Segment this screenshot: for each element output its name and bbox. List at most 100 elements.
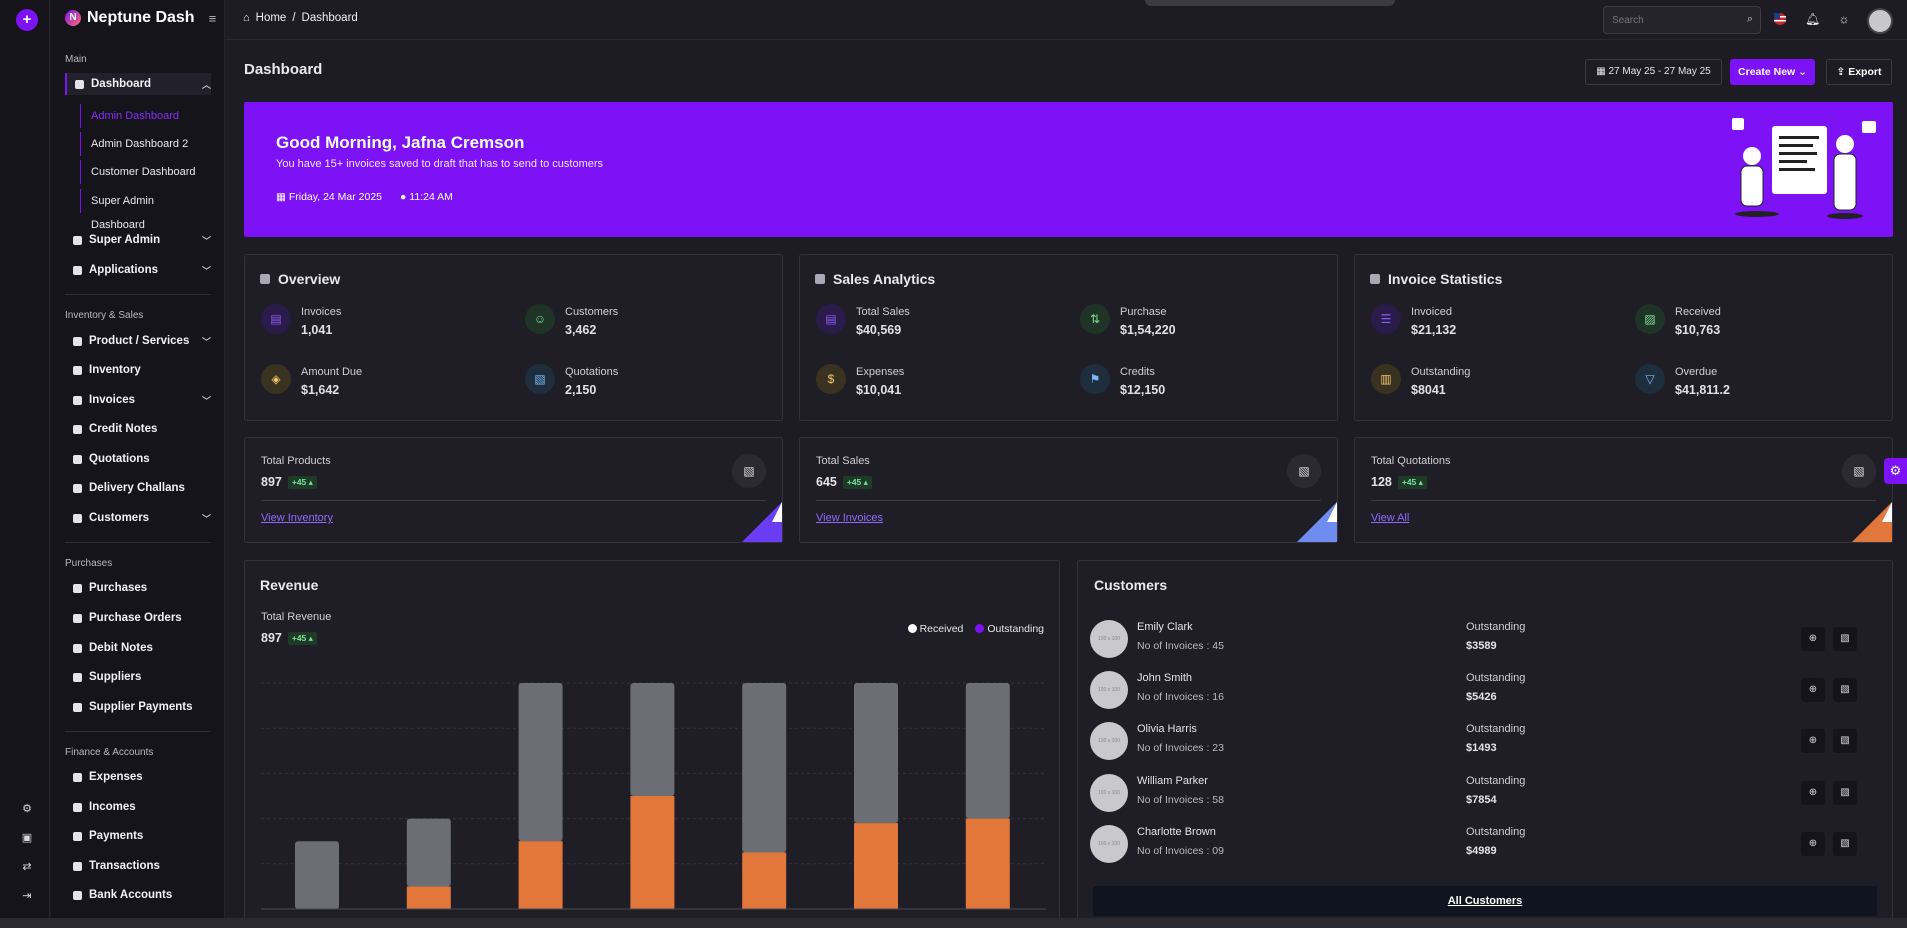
- bar-received[interactable]: [630, 683, 675, 796]
- sidebar-item-invoices[interactable]: Invoices ﹀: [65, 389, 211, 411]
- section-label-purchases: Purchases: [65, 558, 113, 569]
- legend-received[interactable]: Received: [907, 623, 963, 635]
- date-range-button[interactable]: ▦ 27 May 25 - 27 May 25: [1585, 59, 1722, 85]
- sidebar-item-product-services[interactable]: Product / Services ﹀: [65, 330, 211, 352]
- sidebar-subitem-customer-dashboard[interactable]: Customer Dashboard: [80, 160, 210, 184]
- sidebar-item-super-admin[interactable]: Super Admin ﹀: [65, 229, 211, 251]
- sidebar-item-payments[interactable]: Payments: [65, 825, 211, 847]
- view-invoices-link[interactable]: View Invoices: [816, 512, 884, 524]
- sidebar-item-dashboard[interactable]: Dashboard ︿: [65, 73, 211, 95]
- sidebar-item-suppliers[interactable]: Suppliers: [65, 666, 211, 688]
- sidebar-item-transactions[interactable]: Transactions: [65, 855, 211, 877]
- breadcrumb-home[interactable]: Home: [255, 12, 287, 24]
- received-icon: ▨: [1635, 304, 1665, 334]
- flag-icon: ⚑: [1080, 364, 1110, 394]
- search-input[interactable]: [1604, 7, 1734, 33]
- sidebar-item-inventory[interactable]: Inventory: [65, 359, 211, 381]
- export-icon: ⇪: [1836, 66, 1849, 78]
- customer-invoice-count: No of Invoices : 58: [1137, 794, 1224, 806]
- view-inventory-link[interactable]: View Inventory: [261, 512, 333, 524]
- sidebar-item-purchase-orders[interactable]: Purchase Orders: [65, 607, 211, 629]
- sales-analytics-title-text: Sales Analytics: [833, 271, 936, 287]
- user-avatar[interactable]: [1867, 8, 1893, 34]
- add-circle-icon[interactable]: ⊕: [1801, 678, 1825, 702]
- sidebar-item-supplier-payments[interactable]: Supplier Payments: [65, 696, 211, 718]
- view-all-link[interactable]: View All: [1371, 512, 1410, 524]
- mini-card-number: 128: [1371, 475, 1392, 489]
- bank-icon: [73, 890, 82, 900]
- stat-value: $1,642: [301, 383, 340, 397]
- divider: [816, 500, 1321, 501]
- divider: [65, 542, 211, 543]
- bar-received[interactable]: [742, 683, 787, 853]
- sidebar-item-credit-notes[interactable]: Credit Notes: [65, 418, 211, 440]
- bar-received[interactable]: [965, 683, 1010, 819]
- total-revenue-value: 897 +45 ▴: [261, 631, 317, 646]
- bar-outstanding[interactable]: [854, 823, 898, 909]
- bar-outstanding[interactable]: [518, 841, 563, 909]
- sidebar-item-bank-accounts[interactable]: Bank Accounts: [65, 884, 211, 906]
- outstanding-label: Outstanding: [1466, 723, 1526, 735]
- topbar: ⌂ Home / Dashboard ⌕ 🔔︎ ☼: [225, 0, 1907, 40]
- bar-outstanding[interactable]: [742, 852, 787, 910]
- menu-toggle-icon[interactable]: ≡: [208, 10, 217, 26]
- stat-label: Purchase: [1120, 306, 1167, 318]
- bar-received[interactable]: [518, 683, 563, 842]
- bar-received[interactable]: [406, 818, 451, 887]
- chevron-up-icon: ︿: [201, 79, 211, 90]
- sidebar-item-purchases[interactable]: Purchases: [65, 577, 211, 599]
- sidebar-item-incomes[interactable]: Incomes: [65, 796, 211, 818]
- theme-icon[interactable]: ☼: [1838, 12, 1850, 26]
- logout-icon[interactable]: ⇥: [22, 890, 32, 902]
- create-new-button[interactable]: Create New ⌄: [1730, 59, 1815, 85]
- bar-outstanding[interactable]: [965, 818, 1010, 909]
- document-icon[interactable]: ▧: [1833, 781, 1857, 805]
- bar-received[interactable]: [295, 841, 339, 909]
- section-label-inventory: Inventory & Sales: [65, 310, 144, 321]
- sidebar-subitem-admin-dashboard[interactable]: Admin Dashboard: [80, 104, 210, 128]
- brand[interactable]: N Neptune Dash ≡: [65, 8, 216, 28]
- bar-received[interactable]: [854, 683, 898, 824]
- sidebar-subitem-admin-dashboard-2[interactable]: Admin Dashboard 2: [80, 132, 210, 156]
- box-icon: ◈: [261, 364, 291, 394]
- add-circle-icon[interactable]: ⊕: [1801, 729, 1825, 753]
- list-icon: ☰: [1371, 304, 1401, 334]
- document-icon[interactable]: ▣: [21, 832, 33, 844]
- sidebar-item-quotations[interactable]: Quotations: [65, 448, 211, 470]
- settings-icon[interactable]: ⚙: [22, 803, 32, 815]
- add-circle-icon[interactable]: ⊕: [1801, 832, 1825, 856]
- export-button[interactable]: ⇪ Export: [1826, 59, 1892, 85]
- legend-outstanding[interactable]: Outstanding: [975, 623, 1044, 635]
- sidebar-item-applications[interactable]: Applications ﹀: [65, 259, 211, 281]
- add-circle-icon[interactable]: ⊕: [1801, 781, 1825, 805]
- stat-credits: ⚑ Credits $12,150: [1080, 364, 1165, 397]
- search-icon[interactable]: ⌕: [1746, 13, 1753, 25]
- outstanding-icon: ▥: [1371, 364, 1401, 394]
- document-icon[interactable]: ▧: [1833, 832, 1857, 856]
- chevron-down-icon: ﹀: [201, 336, 211, 347]
- avatar: 100 x 100: [1090, 671, 1128, 709]
- mini-card-label: Total Sales: [816, 455, 870, 467]
- bar-outstanding[interactable]: [406, 886, 451, 909]
- all-customers-button[interactable]: All Customers: [1093, 886, 1877, 916]
- breadcrumb-current: Dashboard: [301, 12, 358, 24]
- customer-invoice-count: No of Invoices : 16: [1137, 691, 1224, 703]
- add-icon[interactable]: +: [16, 9, 38, 31]
- bar-outstanding[interactable]: [630, 796, 675, 909]
- flag-icon[interactable]: [1773, 12, 1787, 26]
- sidebar-item-debit-notes[interactable]: Debit Notes: [65, 637, 211, 659]
- sidebar-item-delivery-challans[interactable]: Delivery Challans: [65, 477, 211, 499]
- add-circle-icon[interactable]: ⊕: [1801, 627, 1825, 651]
- link-icon[interactable]: ⇄: [22, 861, 32, 873]
- document-icon[interactable]: ▧: [1833, 627, 1857, 651]
- banner-date-text: Friday, 24 Mar 2025: [288, 191, 383, 203]
- document-icon[interactable]: ▧: [1833, 678, 1857, 702]
- stat-received: ▨ Received $10,763: [1635, 304, 1721, 337]
- sidebar-subitem-super-admin-dashboard[interactable]: Super Admin Dashboard: [80, 189, 210, 231]
- document-icon[interactable]: ▧: [1833, 729, 1857, 753]
- sidebar-item-expenses[interactable]: Expenses: [65, 766, 211, 788]
- total-products-card: Total Products 897 +45 ▴ ▧ View Inventory: [244, 437, 783, 543]
- settings-fab-icon[interactable]: ⚙: [1884, 458, 1907, 484]
- sidebar-item-customers[interactable]: Customers ﹀: [65, 507, 211, 529]
- bell-icon[interactable]: 🔔︎: [1805, 12, 1821, 26]
